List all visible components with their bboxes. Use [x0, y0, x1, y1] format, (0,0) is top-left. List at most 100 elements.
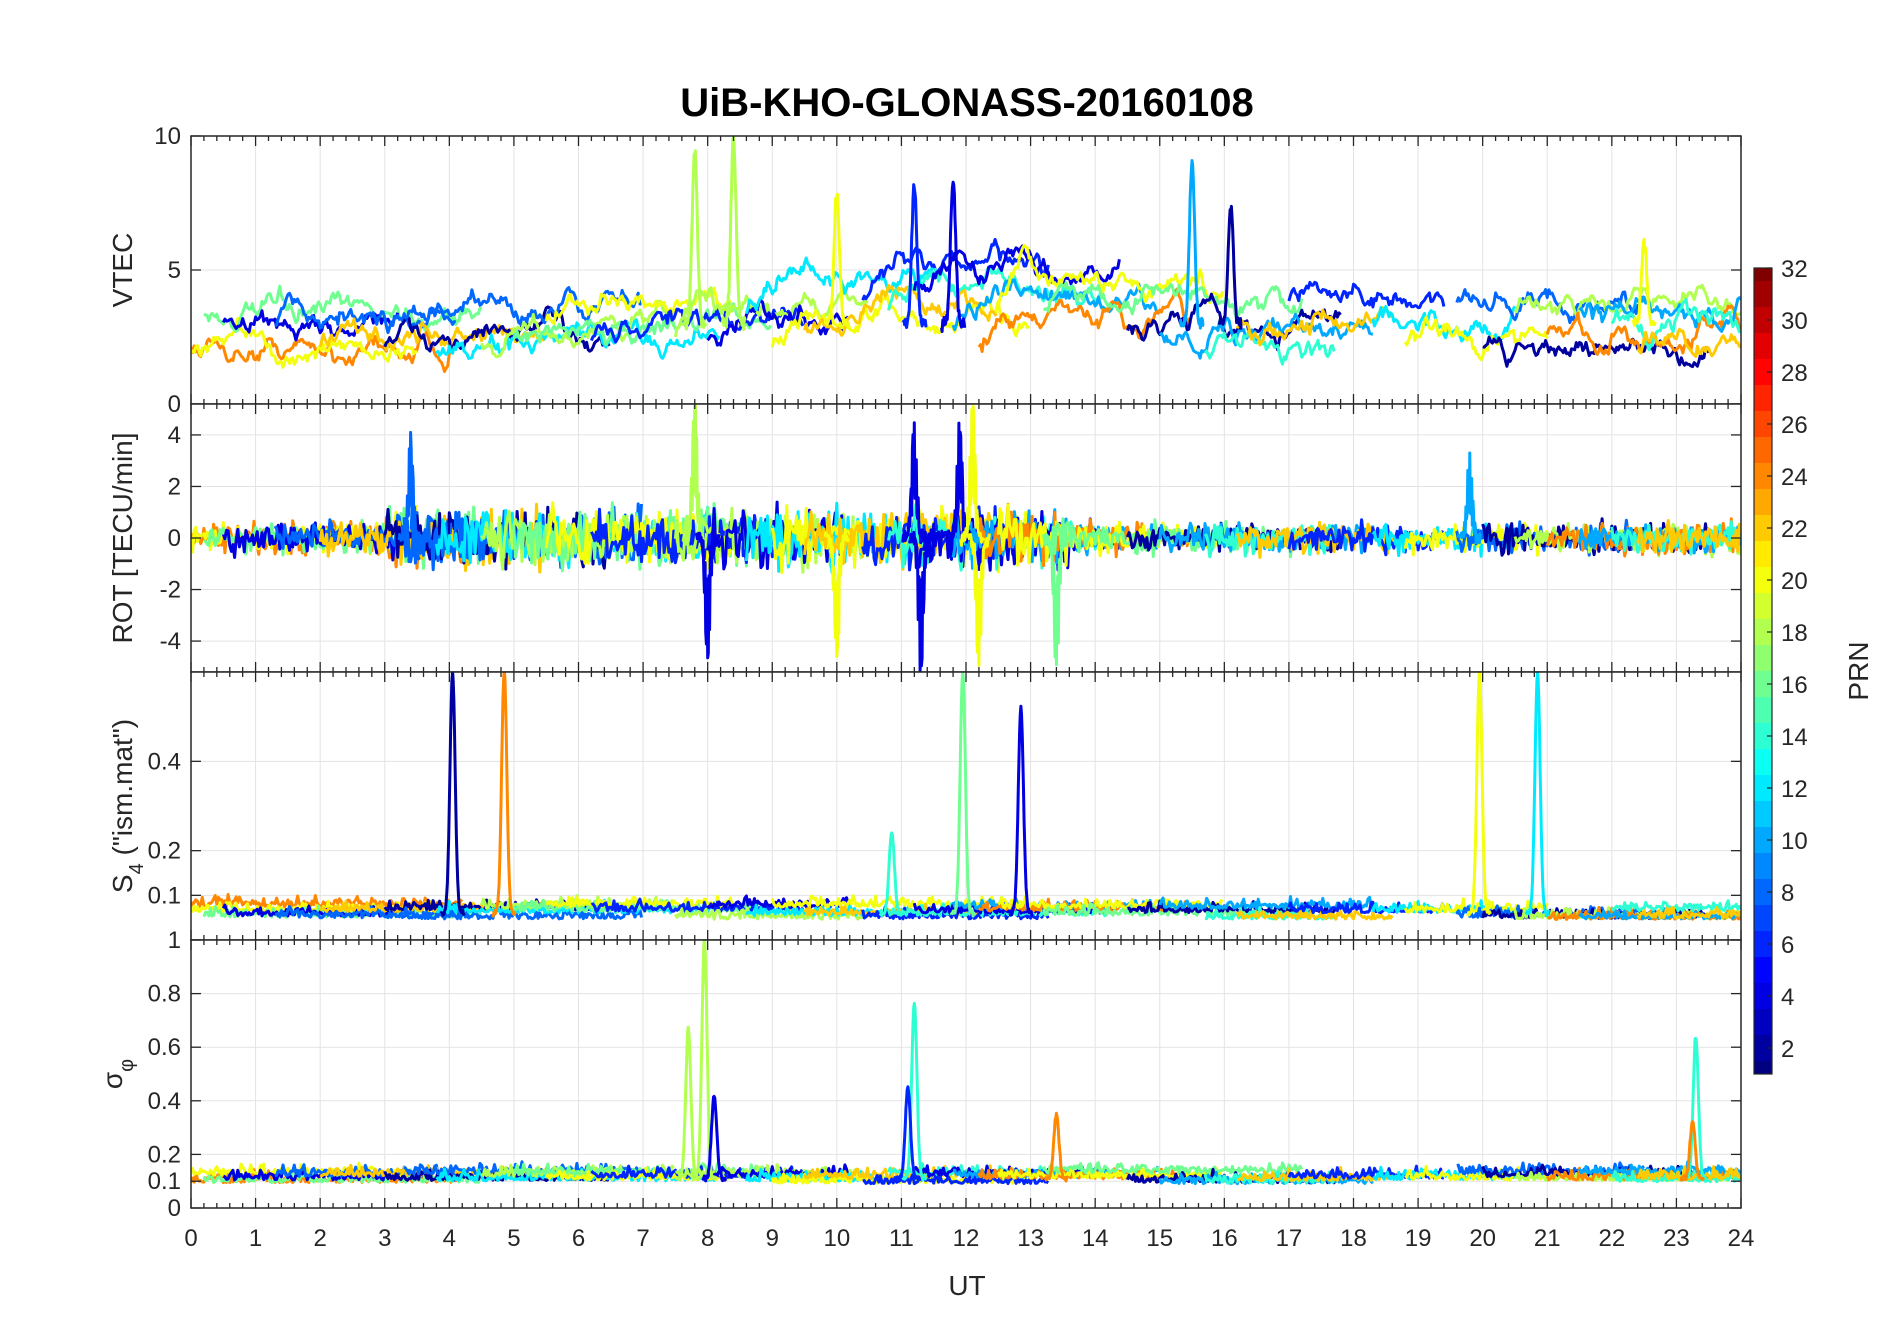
y-tick-label: 0 — [168, 1195, 181, 1222]
panel-2: -4 -2 0 2 4 ROT [TECU/min] — [107, 403, 1742, 673]
series-prn-16 — [1043, 281, 1304, 318]
colorbar-tick-label: 24 — [1781, 464, 1808, 491]
series-prn-4 — [706, 299, 850, 347]
x-tick-label: 0 — [184, 1225, 197, 1252]
colorbar-tick-label: 16 — [1781, 672, 1808, 699]
y-tick-label: 5 — [168, 257, 181, 284]
y-tick-label: 0.1 — [148, 882, 181, 909]
event-peak-3 — [701, 1094, 728, 1183]
colorbar-tick-label: 28 — [1781, 360, 1808, 387]
x-tick-label: 16 — [1211, 1225, 1238, 1252]
x-tick-label: 7 — [636, 1225, 649, 1252]
series-prn-8 — [1455, 288, 1646, 325]
colorbar-band — [1754, 268, 1772, 281]
series-prn-6 — [1287, 518, 1446, 557]
colorbar-tick-label: 2 — [1781, 1036, 1794, 1063]
colorbar-band — [1754, 567, 1772, 593]
colorbar-tick-label: 8 — [1781, 880, 1794, 907]
colorbar-tick-label: 22 — [1781, 516, 1808, 543]
colorbar-tick-label: 30 — [1781, 308, 1808, 335]
series-prn-6 — [862, 1170, 1050, 1186]
colorbar-border — [1753, 267, 1773, 1075]
colorbar-band — [1754, 333, 1772, 359]
event-peak-3 — [694, 531, 721, 660]
colorbar-band — [1754, 697, 1772, 723]
x-tick-labels: 0 1 2 3 4 5 6 7 8 9 10 11 12 13 14 15 16 17 18 19 20 21 22 23 24 — [184, 1225, 1754, 1252]
event-peak-6 — [1178, 159, 1205, 330]
colorbar-band — [1754, 723, 1772, 749]
colorbar-band — [1754, 775, 1772, 801]
x-tick-label: 19 — [1405, 1225, 1432, 1252]
colorbar-band — [1754, 411, 1772, 437]
tick-marks — [190, 135, 1742, 405]
y-tick-label: 0.4 — [148, 1088, 181, 1115]
event-peak-8 — [1631, 237, 1657, 327]
x-tick-label: 4 — [443, 1225, 456, 1252]
series-prn-2 — [1482, 335, 1711, 369]
colorbar-band — [1754, 437, 1772, 463]
series-prn-6 — [1287, 280, 1446, 310]
event-peak-2 — [491, 672, 517, 918]
event-peak-3 — [823, 192, 850, 329]
y-tick-label: 4 — [168, 422, 181, 449]
y-tick-label: 0.1 — [148, 1168, 181, 1195]
data-lines — [191, 136, 1741, 373]
x-tick-label: 3 — [378, 1225, 391, 1252]
colorbar-band — [1754, 593, 1772, 619]
series-prn-8 — [402, 286, 642, 326]
x-tick-label: 15 — [1146, 1225, 1173, 1252]
event-peak-5 — [895, 1085, 921, 1181]
event-peak-4 — [901, 1001, 928, 1182]
series-prn-22 — [803, 283, 998, 337]
colorbar-tick-label: 14 — [1781, 724, 1808, 751]
y-axis-label: ROT [TECU/min] — [107, 432, 138, 643]
y-tick-label: 10 — [154, 123, 181, 150]
data-lines — [191, 404, 1741, 672]
y-axis-label: σφ — [97, 1059, 138, 1089]
tick-marks — [190, 672, 1742, 940]
event-peak-8 — [1679, 1120, 1705, 1182]
colorbar-band — [1754, 619, 1772, 645]
series-prn-2 — [383, 305, 611, 353]
x-tick-label: 10 — [823, 1225, 850, 1252]
series-prn-20 — [996, 243, 1225, 307]
series-prn-18 — [1513, 283, 1741, 318]
colorbar-band — [1754, 801, 1772, 827]
event-peak-1 — [439, 672, 466, 917]
y-tick-label: -4 — [160, 628, 181, 655]
x-tick-label: 1 — [249, 1225, 262, 1252]
y-tick-label: 2 — [168, 473, 181, 500]
series-prn-14 — [1610, 520, 1741, 556]
series-prn-2 — [1126, 292, 1342, 352]
y-tick-label: 0.8 — [148, 981, 181, 1008]
colorbar-band — [1754, 879, 1772, 905]
event-peak-11 — [1456, 451, 1482, 545]
colorbar-band — [1754, 463, 1772, 489]
x-tick-label: 2 — [313, 1225, 326, 1252]
series-prn-24 — [977, 287, 1192, 353]
event-peak-10 — [1043, 531, 1070, 667]
x-tick-label: 11 — [889, 1225, 914, 1252]
colorbar-band — [1754, 1061, 1772, 1074]
x-tick-label: 17 — [1276, 1225, 1303, 1252]
panel-3: 0.1 0.2 0.4S4 ("ism.mat") — [107, 671, 1742, 941]
x-tick-label: 22 — [1598, 1225, 1625, 1252]
series-prn-16 — [1042, 1161, 1304, 1175]
data-lines — [191, 672, 1741, 921]
colorbar-band — [1754, 749, 1772, 775]
x-tick-label: 18 — [1340, 1225, 1367, 1252]
colorbar-band — [1754, 645, 1772, 671]
x-axis-label: UT — [948, 1270, 985, 1301]
series-prn-22 — [1636, 519, 1741, 554]
colorbar-band — [1754, 515, 1772, 541]
event-peak-6 — [907, 528, 934, 672]
panel-1: 0 5 10 VTEC — [107, 123, 1742, 418]
event-peak-4 — [1008, 704, 1034, 917]
colorbar-tick-label: 12 — [1781, 776, 1808, 803]
chart-title: UiB-KHO-GLONASS-20160108 — [680, 81, 1254, 125]
event-peak-8 — [959, 404, 986, 547]
tick-marks — [190, 939, 1742, 1209]
colorbar-band — [1754, 905, 1772, 931]
